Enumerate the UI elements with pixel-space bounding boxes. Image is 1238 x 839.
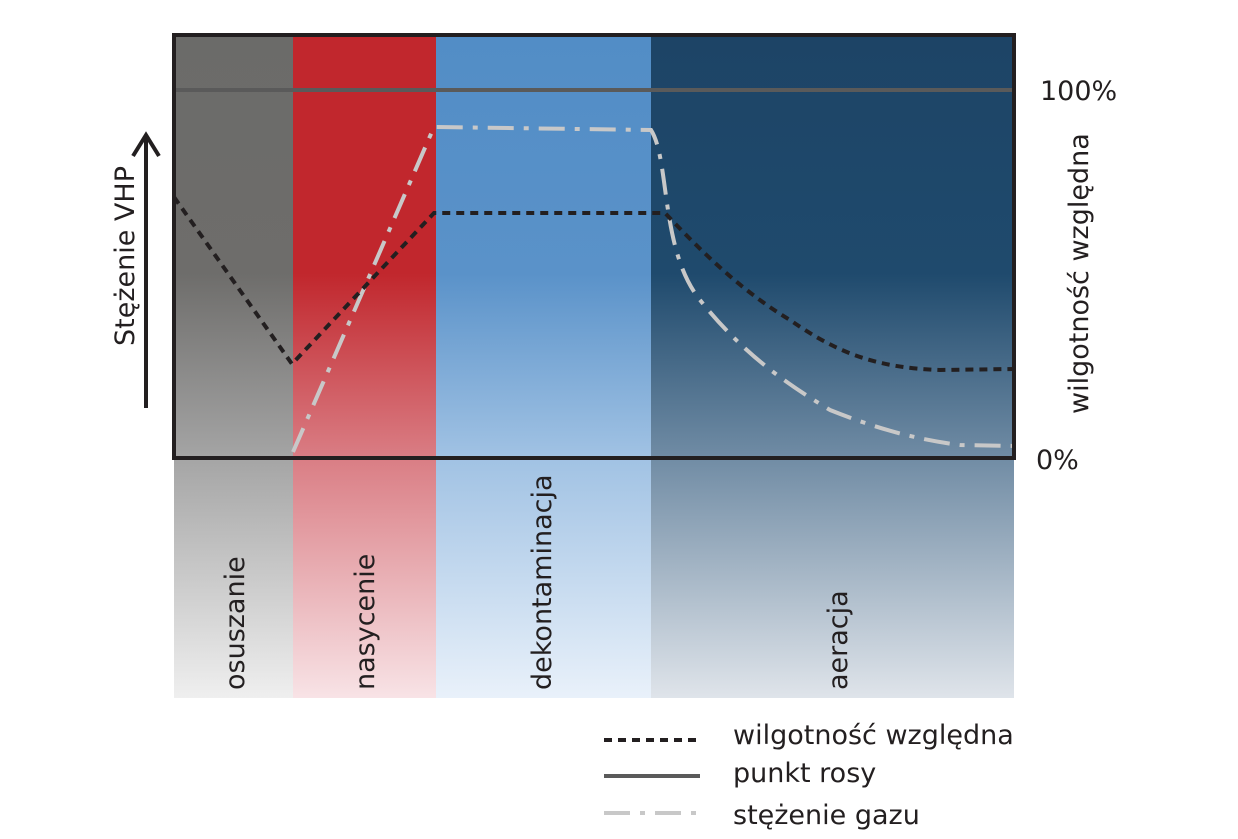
right-axis-bottom-tick: 0%	[1036, 445, 1079, 476]
phase-band-nasycenie	[293, 35, 436, 698]
phase-band-aeracja	[651, 35, 1014, 698]
left-axis-label: Stężenie VHP	[110, 166, 141, 346]
legend-humidity-label: wilgotność względna	[733, 720, 1014, 751]
legend: wilgotność względna punkt rosy stężenie …	[604, 720, 1014, 831]
gas-concentration-curve	[291, 124, 1015, 453]
phase-label-aeracja: aeracja	[823, 590, 854, 690]
vhp-axis-arrow-head-icon	[131, 131, 161, 158]
relative-humidity-curve	[172, 195, 1015, 373]
right-axis-label: wilgotność względna	[1064, 133, 1095, 414]
chart-frame	[172, 33, 1016, 460]
phase-label-dekontaminacja: dekontaminacja	[527, 474, 558, 690]
legend-dew-point-label: punkt rosy	[733, 758, 876, 789]
phase-label-osuszanie: osuszanie	[220, 556, 251, 690]
phase-band-osuszanie	[174, 35, 293, 698]
phase-band-dekontaminacja	[436, 35, 651, 698]
right-axis-top-tick: 100%	[1040, 76, 1117, 107]
legend-gas-label: stężenie gazu	[733, 800, 920, 831]
phase-label-nasycenie: nasycenie	[350, 554, 381, 690]
